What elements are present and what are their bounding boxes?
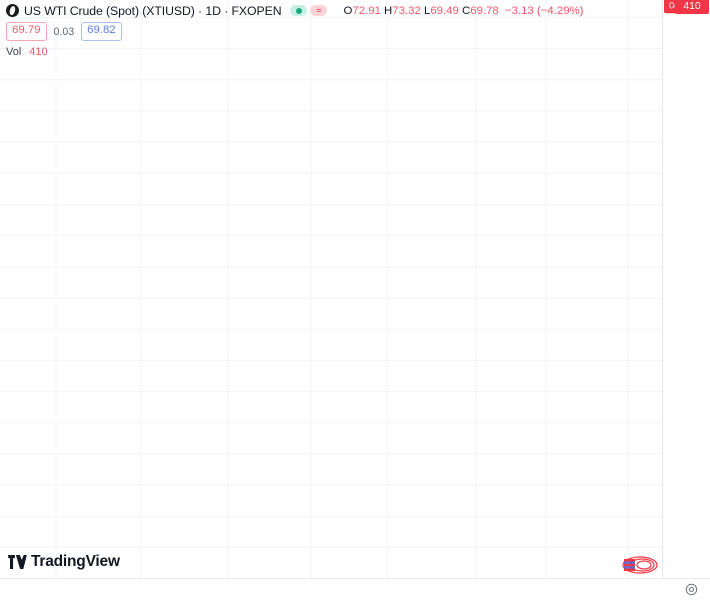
session-volume-marker-icon	[622, 556, 658, 574]
volume-price-tag[interactable]: 410	[675, 0, 709, 14]
chart-plot-area[interactable]	[0, 0, 662, 578]
time-scale[interactable]	[0, 578, 710, 601]
chart-canvas	[0, 0, 662, 578]
chart-settings-icon[interactable]	[685, 583, 698, 596]
price-scale[interactable]: 69.78 04:28:03 410	[662, 0, 710, 578]
grid-lines	[0, 0, 662, 578]
